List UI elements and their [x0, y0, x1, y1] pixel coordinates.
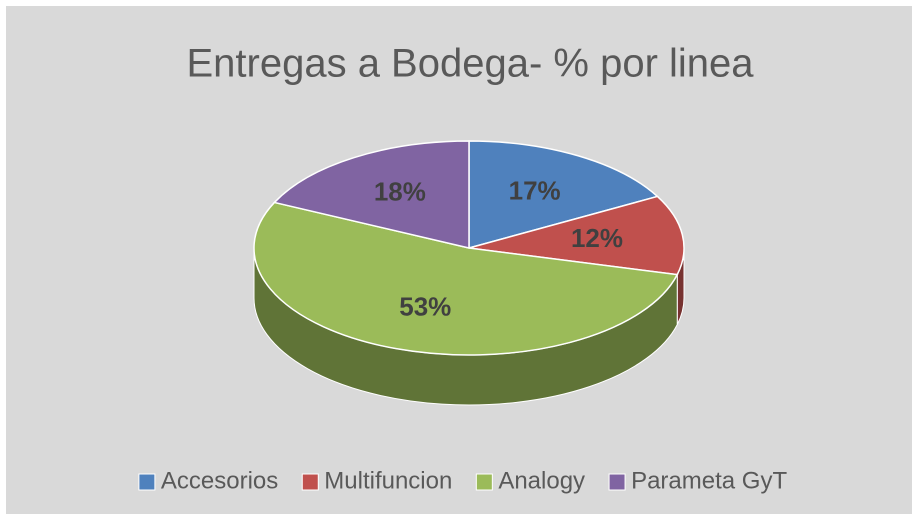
- legend: Accesorios Multifuncion Analogy Parameta Gy…: [138, 467, 787, 494]
- data-label: 12%: [571, 223, 623, 253]
- pie-slice: [253, 201, 679, 356]
- pie-slice: [468, 195, 685, 276]
- data-label: 53%: [399, 291, 451, 321]
- pie-slice: [273, 140, 470, 249]
- legend-label: Analogy: [498, 467, 585, 494]
- pie-slice: [468, 140, 659, 249]
- legend-swatch: [301, 473, 319, 491]
- data-label: 17%: [509, 176, 561, 206]
- legend-label: Parameta GyT: [631, 467, 787, 494]
- data-label: 18%: [374, 177, 426, 207]
- legend-swatch: [138, 473, 156, 491]
- legend-label: Multifuncion: [324, 467, 452, 494]
- legend-label: Accesorios: [161, 467, 278, 494]
- legend-swatch: [608, 473, 626, 491]
- chart-title: Entregas a Bodega- % por linea: [186, 42, 754, 86]
- legend-swatch: [475, 473, 493, 491]
